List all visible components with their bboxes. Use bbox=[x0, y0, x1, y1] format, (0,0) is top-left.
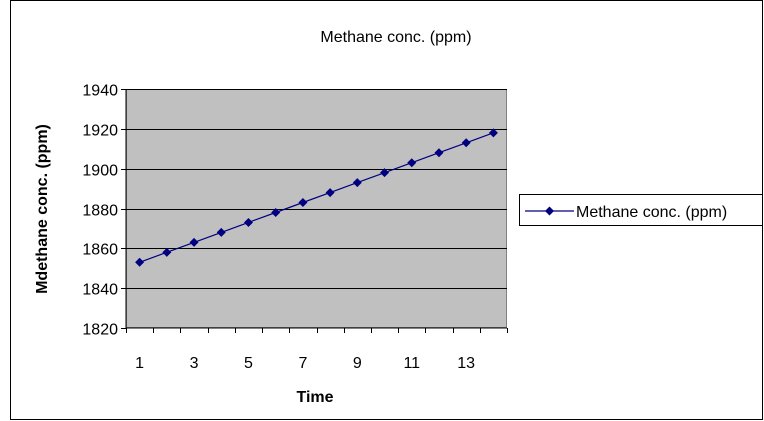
series-layer bbox=[135, 128, 498, 267]
data-point bbox=[135, 257, 145, 267]
y-tick-label: 1940 bbox=[82, 83, 118, 100]
data-point bbox=[488, 128, 498, 138]
data-point bbox=[461, 138, 471, 148]
plot-area bbox=[126, 89, 507, 328]
data-point bbox=[380, 168, 390, 178]
x-tick-label: 3 bbox=[190, 355, 199, 372]
data-point bbox=[434, 148, 444, 158]
x-tick-label: 9 bbox=[353, 355, 362, 372]
x-tick-label: 13 bbox=[457, 355, 475, 372]
y-tick-label: 1820 bbox=[82, 322, 118, 339]
data-point bbox=[216, 227, 226, 237]
data-point bbox=[325, 188, 335, 198]
y-tick-label: 1840 bbox=[82, 282, 118, 299]
gridlines bbox=[126, 89, 507, 289]
x-tick-label: 11 bbox=[403, 355, 420, 372]
y-axis-label: Mdethane conc. (ppm) bbox=[34, 124, 51, 294]
legend-series-label: Methane conc. (ppm) bbox=[576, 204, 727, 221]
y-tick-label: 1860 bbox=[82, 242, 118, 259]
data-point bbox=[189, 237, 199, 247]
data-point bbox=[162, 247, 172, 257]
legend-series-marker bbox=[545, 206, 554, 216]
data-point bbox=[298, 198, 308, 208]
y-tick-label: 1900 bbox=[82, 163, 118, 180]
data-point bbox=[271, 207, 281, 217]
x-axis-ticks: 1 3 5 7 9 11 13 bbox=[126, 328, 508, 372]
series-line bbox=[139, 132, 494, 263]
legend-box bbox=[519, 194, 763, 226]
chart-title: Methane conc. (ppm) bbox=[320, 29, 471, 46]
y-tick-label: 1920 bbox=[82, 123, 118, 140]
legend: Methane conc. (ppm) bbox=[519, 194, 763, 226]
data-point bbox=[407, 158, 417, 168]
x-tick-label: 1 bbox=[135, 355, 144, 372]
x-axis-label: Time bbox=[296, 389, 333, 406]
data-point bbox=[243, 217, 253, 227]
y-axis-ticks: 1820 1840 1860 1880 1900 1920 1940 bbox=[82, 83, 126, 339]
x-tick-label: 5 bbox=[244, 355, 253, 372]
data-point bbox=[352, 178, 362, 188]
y-tick-label: 1880 bbox=[82, 203, 118, 220]
x-tick-label: 7 bbox=[298, 355, 307, 372]
